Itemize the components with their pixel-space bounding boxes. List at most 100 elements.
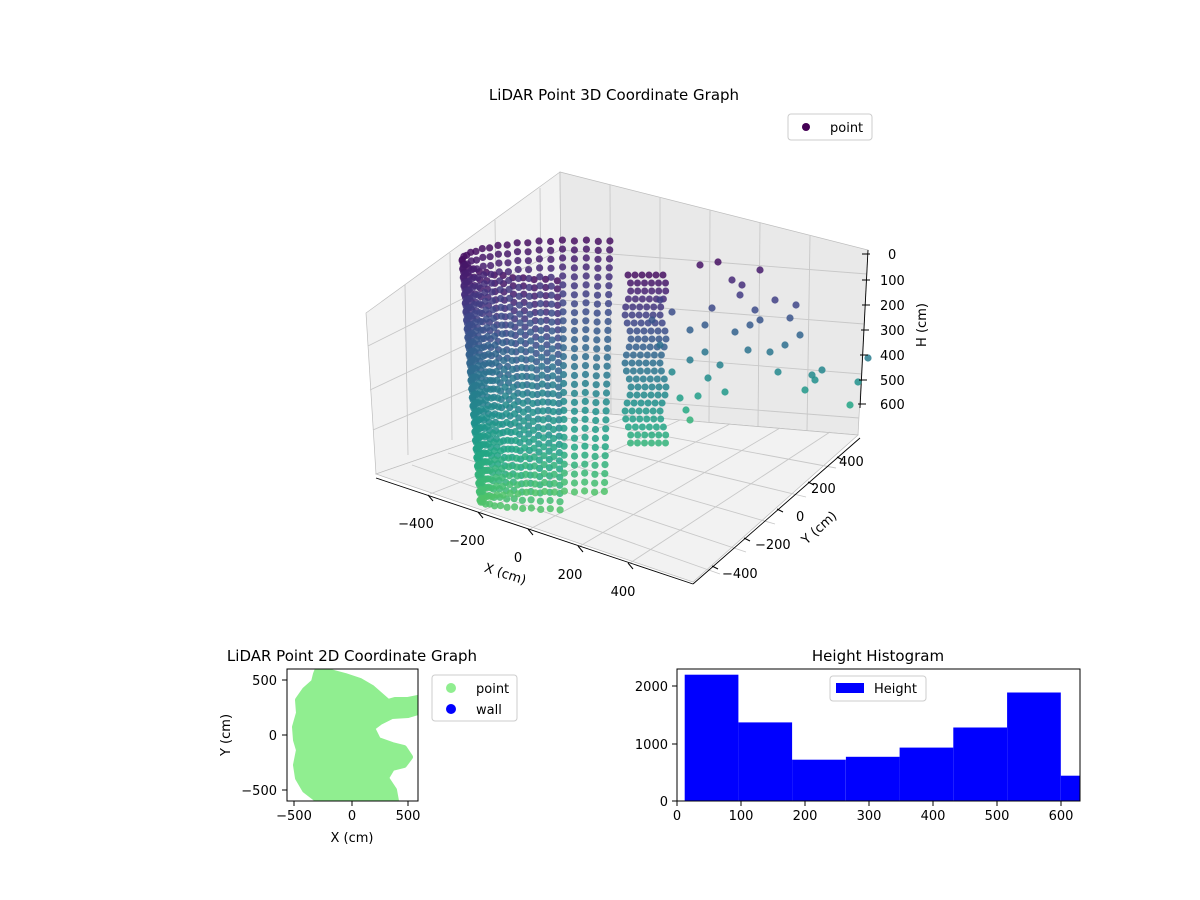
point-3d	[535, 448, 543, 456]
point-3d	[645, 423, 653, 431]
legend-hist: Height	[829, 675, 927, 702]
point-3d	[489, 429, 497, 437]
x-tick-label-hist: 300	[857, 809, 882, 824]
point-3d	[531, 489, 539, 497]
point-3d	[493, 376, 501, 384]
point-3d	[560, 415, 568, 423]
point-3d	[811, 376, 819, 384]
point-3d	[503, 427, 511, 435]
point-3d	[658, 319, 666, 327]
point-3d	[708, 304, 716, 312]
point-3d	[541, 487, 549, 496]
legend-2d-wall-marker	[446, 704, 456, 714]
point-3d	[602, 416, 610, 424]
point-3d	[582, 308, 590, 316]
x-tick-label-hist: 0	[673, 809, 681, 824]
point-3d	[498, 473, 506, 481]
point-3d	[559, 272, 567, 280]
point-3d	[600, 487, 609, 495]
point-3d	[594, 282, 602, 290]
point-3d	[483, 423, 491, 431]
point-3d	[648, 316, 656, 324]
point-3d	[492, 367, 500, 376]
point-3d	[549, 372, 557, 380]
point-3d	[593, 318, 601, 326]
point-3d	[643, 367, 651, 375]
point-3d	[518, 381, 527, 389]
point-3d	[480, 379, 488, 387]
point-3d	[476, 309, 484, 317]
point-3d	[548, 354, 557, 362]
point-3d	[490, 332, 499, 340]
point-3d	[520, 426, 528, 434]
point-3d	[519, 390, 527, 398]
point-3d	[537, 317, 545, 326]
point-3d	[582, 317, 590, 325]
point-3d	[481, 396, 490, 404]
point-3d	[639, 343, 647, 351]
point-3d	[662, 431, 670, 439]
point-3d	[570, 434, 579, 442]
point-3d	[487, 262, 495, 270]
h-tick-label: 0	[888, 248, 896, 263]
point-3d	[539, 425, 547, 433]
point-3d	[487, 385, 495, 393]
point-3d	[535, 255, 544, 263]
point-3d	[485, 350, 493, 358]
point-3d	[592, 416, 600, 425]
point-3d	[650, 303, 658, 311]
legend-3d: point	[787, 113, 873, 141]
point-3d	[593, 345, 601, 353]
point-3d	[505, 463, 513, 471]
point-3d	[570, 255, 579, 263]
point-3d	[530, 435, 538, 443]
point-3d	[482, 405, 490, 413]
x-tick-label: −200	[449, 534, 485, 549]
point-3d	[550, 434, 558, 443]
point-3d	[738, 281, 746, 289]
point-3d	[622, 351, 630, 359]
point-3d	[542, 308, 550, 316]
point-3d	[570, 300, 579, 308]
point-3d	[623, 399, 631, 407]
point-3d	[641, 431, 649, 439]
point-3d	[601, 434, 610, 442]
point-3d	[550, 461, 558, 469]
point-3d	[518, 496, 527, 504]
y-ticks-2d: 500 0 −500	[241, 674, 287, 799]
point-3d	[494, 403, 502, 411]
point-3d	[631, 295, 639, 303]
point-3d	[622, 303, 630, 311]
point-3d	[484, 431, 492, 439]
point-3d	[781, 341, 789, 349]
point-3d	[560, 379, 568, 388]
point-3d	[655, 335, 663, 343]
plot-frame-hist	[676, 668, 1081, 802]
point-3d	[513, 239, 521, 247]
point-3d	[591, 434, 600, 443]
point-3d	[539, 407, 547, 415]
point-3d	[627, 431, 635, 439]
point-3d	[498, 321, 506, 329]
point-3d	[549, 425, 558, 434]
point-3d	[643, 415, 651, 423]
point-3d	[486, 244, 494, 252]
point-3d	[627, 287, 635, 295]
point-3d	[648, 335, 656, 343]
point-3d	[536, 300, 545, 308]
point-3d	[510, 401, 518, 409]
point-3d	[543, 357, 551, 365]
point-3d	[559, 263, 567, 271]
point-3d	[538, 380, 546, 388]
point-3d	[485, 359, 493, 367]
point-3d	[639, 375, 647, 383]
point-3d	[489, 420, 497, 429]
point-3d	[479, 361, 487, 369]
point-3d	[592, 363, 601, 371]
point-3d	[532, 349, 540, 358]
point-3d	[478, 245, 486, 253]
point-3d	[746, 321, 754, 329]
point-3d	[570, 362, 579, 371]
point-3d	[503, 418, 511, 427]
point-3d	[592, 372, 600, 380]
